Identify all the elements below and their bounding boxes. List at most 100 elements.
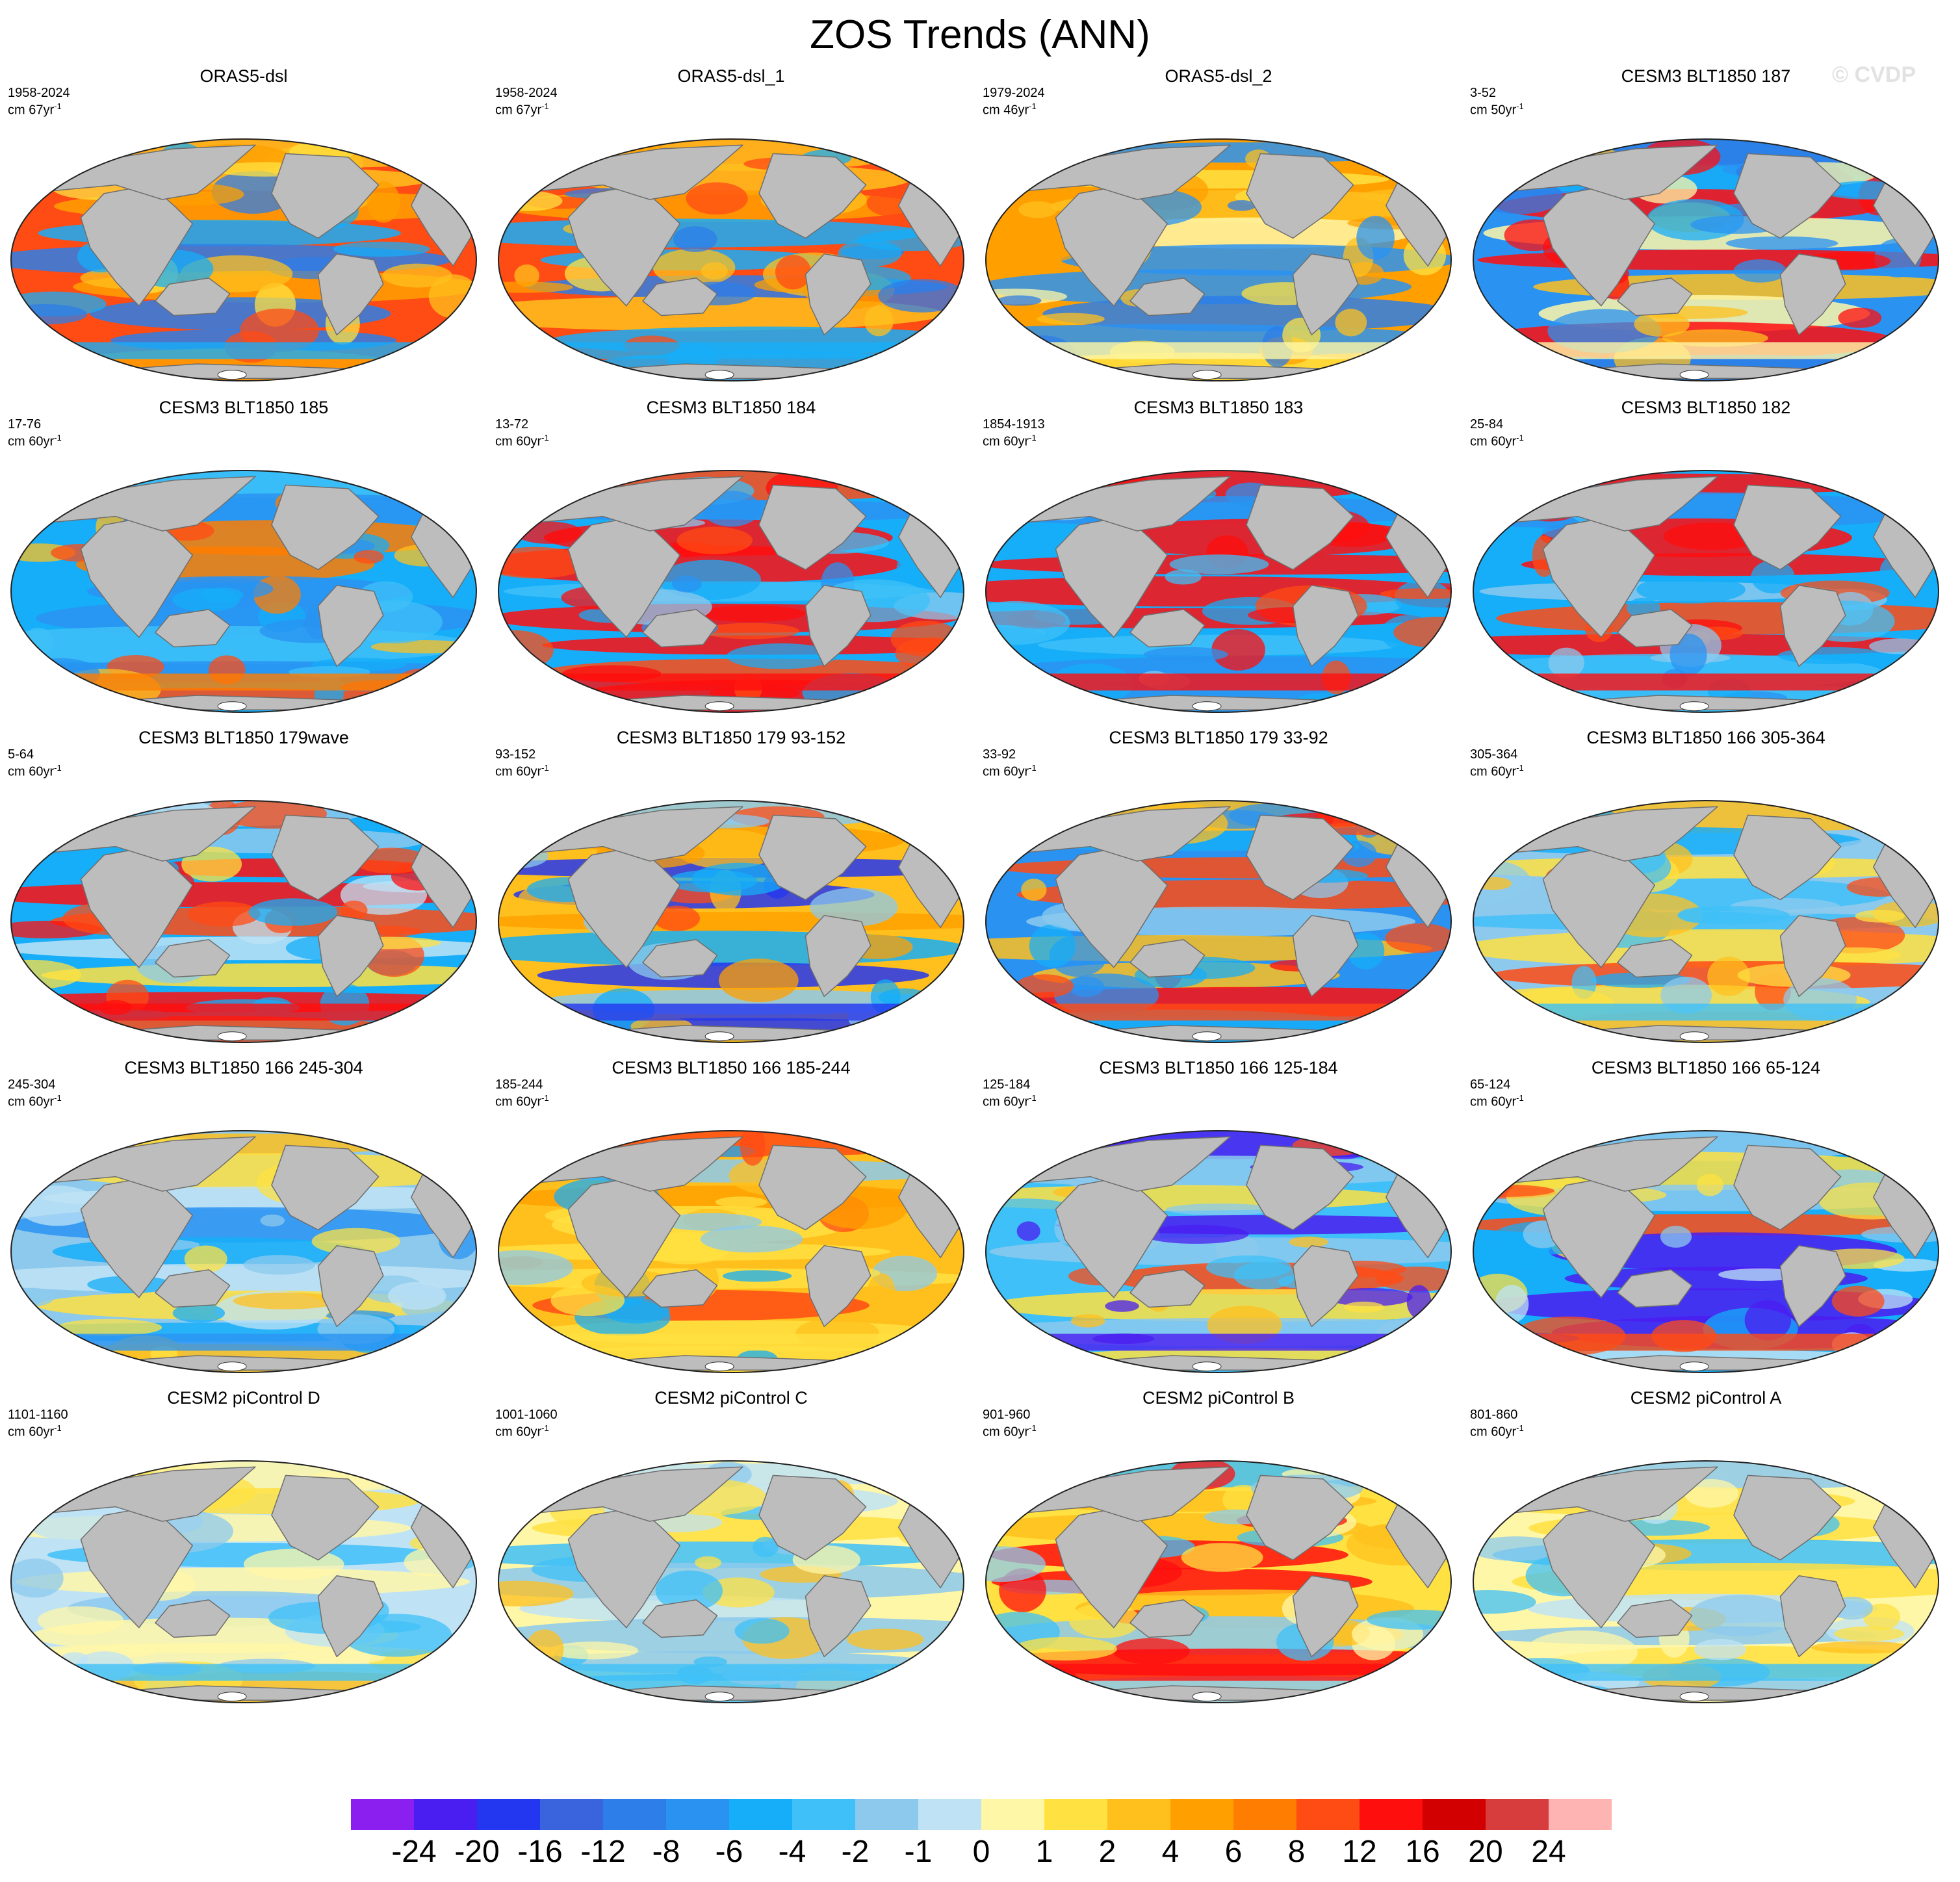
ice-shelf [1192, 701, 1222, 712]
trend-blob [1105, 1300, 1139, 1312]
colorbar-tick-label: 4 [1161, 1835, 1180, 1869]
southern-ocean-band [986, 1334, 1451, 1351]
land-mass [805, 1575, 871, 1658]
trend-blob [498, 1014, 594, 1035]
southern-ocean-band [1473, 1334, 1939, 1351]
units-suffix: yr [1018, 434, 1029, 449]
panel-units: cm 60yr-1 [983, 763, 1037, 780]
units-exponent: -1 [1029, 101, 1037, 111]
trend-blob [1142, 1224, 1249, 1244]
map-panel: CESM3 BLT1850 179 33-92 33-92 cm 60yr-1 [975, 728, 1462, 1084]
units-exponent: -1 [54, 1093, 62, 1103]
units-exponent: -1 [541, 1423, 549, 1433]
trend-band [498, 912, 964, 931]
map-panel: CESM3 BLT1850 184 13-72 cm 60yr-1 [487, 398, 975, 754]
trend-blob [1070, 1314, 1105, 1328]
ocean-field [11, 801, 476, 1042]
panel-years: 60 [1003, 1424, 1018, 1439]
map-outline [10, 800, 477, 1043]
trend-blob [1908, 171, 1934, 209]
world-map [498, 800, 964, 1043]
land-mass [155, 1269, 231, 1308]
trend-blob [1473, 1131, 1535, 1158]
panel-title: CESM3 BLT1850 179wave [138, 728, 349, 747]
panel-title: CESM3 BLT1850 182 [1621, 398, 1791, 417]
trend-blob [1751, 560, 1795, 594]
southern-ocean-band [498, 342, 964, 359]
trend-blob [37, 1606, 124, 1635]
units-suffix: yr [1505, 1094, 1517, 1109]
trend-blob [514, 264, 539, 287]
trend-blob [1689, 1594, 1793, 1636]
trend-blob [1663, 522, 1760, 550]
panel-years: 60 [1003, 764, 1018, 779]
trend-blob [1021, 879, 1047, 901]
map-panel: ORAS5-dsl_2 1979-2024 cm 46yr-1 [975, 66, 1462, 422]
panel-units: cm 60yr-1 [495, 1093, 549, 1110]
map-panel: CESM2 piControl B 901-960 cm 60yr-1 [975, 1388, 1462, 1744]
map-panel: ORAS5-dsl 1958-2024 cm 67yr-1 [0, 66, 487, 422]
units-exponent: -1 [541, 763, 549, 773]
units-suffix: yr [530, 434, 542, 449]
world-map [498, 470, 964, 713]
panel-units: cm 60yr-1 [8, 763, 62, 780]
colorbar-swatch [1549, 1799, 1612, 1830]
trend-blob [401, 473, 476, 494]
trend-blob [1013, 1637, 1117, 1661]
trend-blob [1356, 216, 1395, 260]
ocean-field [498, 1131, 964, 1373]
land-mass [317, 1575, 384, 1658]
land-mass [1246, 814, 1354, 901]
trend-blob [23, 627, 54, 655]
units-exponent: -1 [1516, 1423, 1524, 1433]
trend-blob [740, 1131, 766, 1166]
trend-blob [1385, 923, 1451, 953]
map-panel: CESM2 piControl C 1001-1060 cm 60yr-1 [487, 1388, 975, 1744]
panel-years: 60 [516, 1094, 531, 1109]
panel-units: cm 67yr-1 [8, 101, 62, 118]
trend-blob [775, 255, 812, 290]
colorbar-swatch [603, 1799, 667, 1830]
trend-blob [1037, 313, 1105, 325]
units-suffix: yr [530, 1424, 542, 1439]
ice-shelf [1192, 1692, 1222, 1702]
land-mass [1733, 153, 1842, 239]
trend-blob [260, 1214, 285, 1227]
trend-blob [1547, 309, 1662, 354]
panel-units: cm 60yr-1 [8, 1423, 62, 1440]
trend-blob [1475, 877, 1512, 890]
colorbar-swatch [540, 1799, 604, 1830]
units-prefix: cm [983, 764, 1000, 779]
colorbar-swatch [1170, 1799, 1234, 1830]
land-mass [758, 1475, 867, 1561]
map-outline [1473, 138, 1939, 381]
panel-units: cm 60yr-1 [495, 433, 549, 450]
trend-blob [515, 521, 582, 544]
land-mass [1617, 1599, 1693, 1638]
colorbar-tick-label: -8 [652, 1835, 680, 1869]
ice-shelf [217, 1031, 247, 1042]
trend-blob [846, 1629, 924, 1651]
trend-blob [1343, 1301, 1384, 1313]
colorbar-labels: -24 -20 -16 -12 -8 -6 -4 -2 -1 0 1 2 4 6 8 12 16 20 24 [351, 1834, 1612, 1873]
trend-blob [1725, 236, 1838, 250]
panel-period: 93-152 [495, 747, 536, 762]
units-suffix: yr [1018, 764, 1029, 779]
panel-title: CESM3 BLT1850 187 [1621, 66, 1791, 86]
world-map [1473, 1460, 1939, 1703]
land-mass [1733, 1144, 1842, 1231]
units-prefix: cm [8, 764, 25, 779]
trend-blob [915, 830, 964, 843]
world-map [10, 138, 477, 381]
map-panel: CESM3 BLT1850 183 1854-1913 cm 60yr-1 [975, 398, 1462, 754]
land-mass [1733, 814, 1842, 901]
panel-units: cm 60yr-1 [1470, 1423, 1524, 1440]
ice-shelf [704, 370, 734, 380]
southern-ocean-band [1473, 1003, 1939, 1021]
colorbar-tick-label: -20 [454, 1835, 500, 1869]
trend-blob [1165, 1203, 1276, 1215]
world-map [10, 800, 477, 1043]
trend-blob [172, 1304, 226, 1323]
world-map [1473, 800, 1939, 1043]
land-mass [317, 914, 384, 998]
